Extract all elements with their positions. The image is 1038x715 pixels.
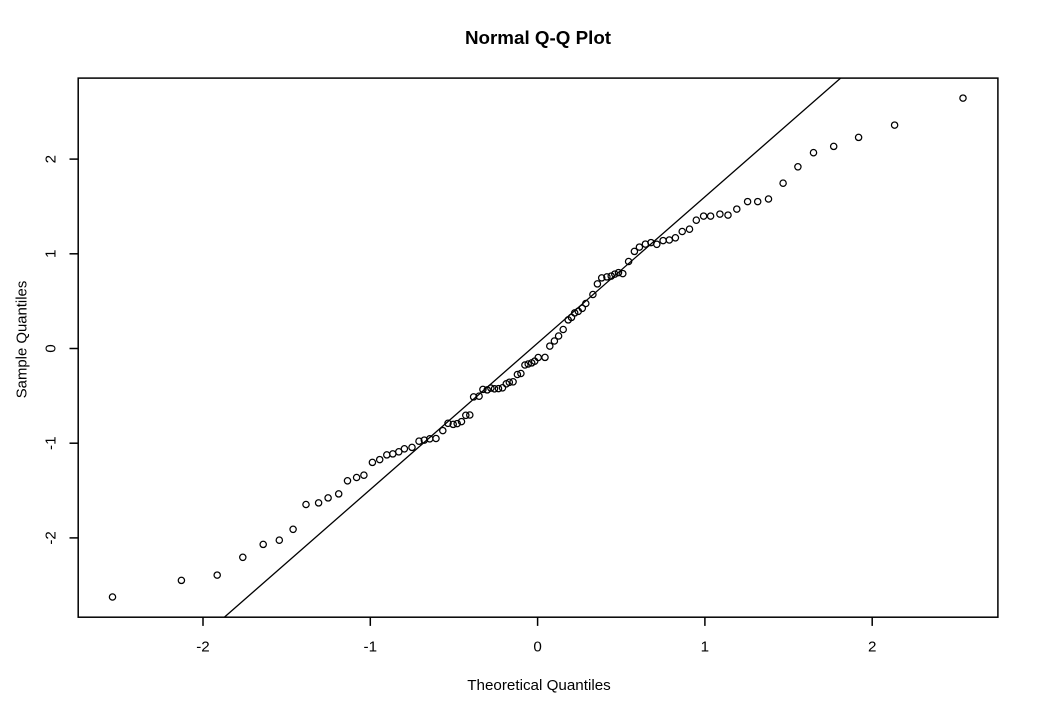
svg-text:-2: -2 — [43, 531, 60, 545]
svg-text:1: 1 — [701, 639, 709, 656]
svg-text:Normal Q-Q Plot: Normal Q-Q Plot — [465, 27, 612, 48]
svg-text:Theoretical Quantiles: Theoretical Quantiles — [467, 677, 611, 694]
svg-text:-1: -1 — [43, 436, 60, 450]
svg-text:-1: -1 — [364, 639, 378, 656]
svg-text:Sample Quantiles: Sample Quantiles — [15, 281, 31, 399]
svg-text:0: 0 — [43, 344, 60, 352]
svg-text:-2: -2 — [196, 639, 210, 656]
svg-text:2: 2 — [43, 155, 60, 163]
svg-text:1: 1 — [43, 250, 60, 258]
svg-text:0: 0 — [533, 639, 541, 656]
svg-text:2: 2 — [868, 639, 876, 656]
